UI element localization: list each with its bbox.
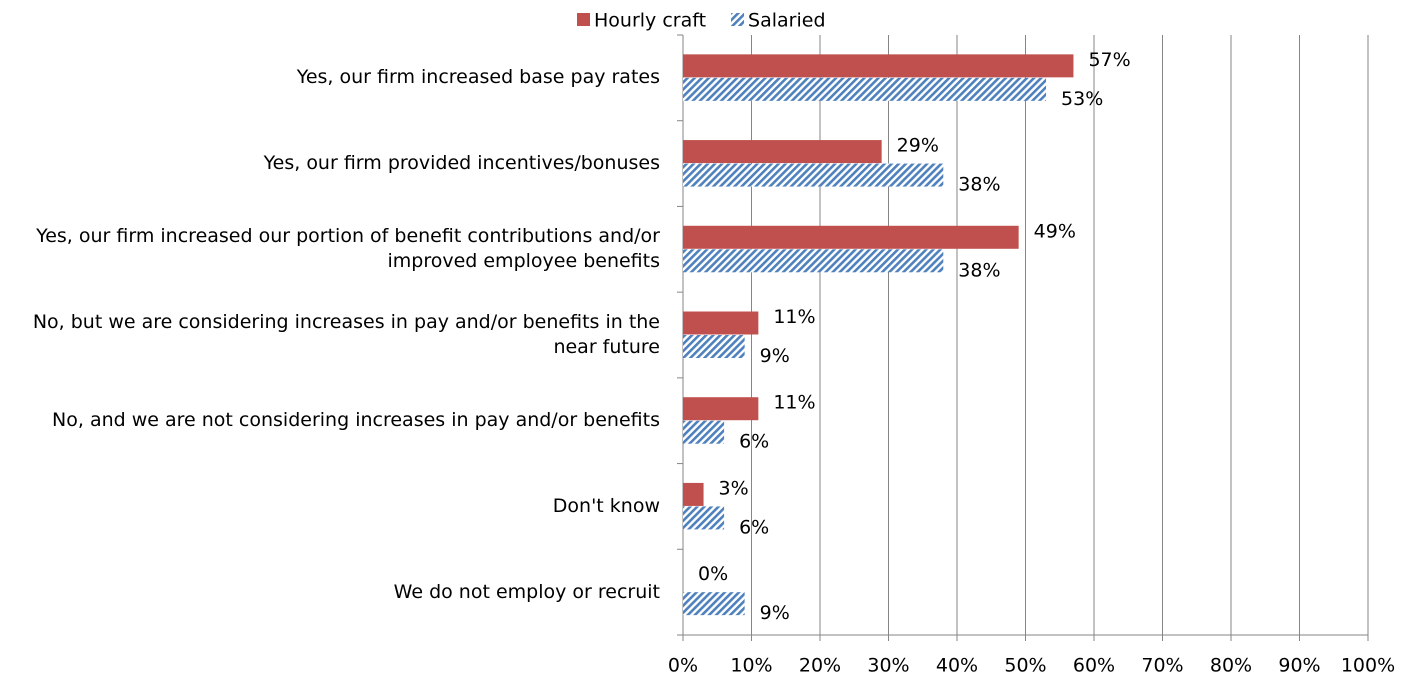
x-tick-label: 20% (799, 655, 841, 677)
x-tick-label: 0% (668, 655, 698, 677)
bar (683, 335, 745, 358)
legend-label: Salaried (748, 10, 825, 32)
data-label: 3% (719, 477, 749, 499)
x-tick-label: 30% (867, 655, 909, 677)
data-label: 6% (739, 516, 769, 538)
legend-swatch (731, 13, 745, 26)
data-label: 0% (698, 563, 728, 585)
category-label: No, but we are considering increases in … (32, 311, 660, 358)
bar (683, 249, 944, 273)
data-label: 9% (760, 345, 790, 367)
x-tick-label: 40% (936, 655, 978, 677)
x-tick-label: 70% (1141, 655, 1183, 677)
legend-label: Hourly craft (594, 10, 706, 32)
category-label: Yes, our firm provided incentives/bonuse… (263, 152, 660, 175)
data-label: 49% (1034, 220, 1076, 242)
data-label: 29% (897, 135, 939, 157)
data-label: 11% (773, 306, 815, 328)
legend-swatch (577, 13, 590, 26)
x-tick-label: 10% (730, 655, 772, 677)
bar (683, 54, 1074, 78)
bar (683, 225, 1019, 249)
x-tick-label: 50% (1004, 655, 1046, 677)
x-tick-label: 80% (1210, 655, 1252, 677)
bar (683, 482, 704, 506)
data-label: 38% (958, 259, 1000, 281)
bar (683, 140, 882, 164)
data-label: 9% (760, 602, 790, 624)
category-label: Don't know (552, 494, 660, 517)
data-label: 57% (1088, 49, 1130, 71)
data-label: 38% (958, 174, 1000, 196)
bar (683, 311, 759, 335)
bar (683, 163, 944, 187)
category-label: Yes, our firm increased our portion of b… (36, 225, 660, 273)
data-label: 53% (1061, 88, 1103, 110)
x-tick-label: 90% (1278, 655, 1320, 677)
bar (683, 592, 745, 616)
category-label: We do not employ or recruit (393, 580, 660, 603)
bar (683, 420, 725, 444)
bar (683, 397, 759, 421)
data-label: 11% (773, 392, 815, 414)
bar (683, 506, 725, 530)
data-label: 6% (739, 431, 769, 453)
x-tick-label: 100% (1341, 655, 1395, 677)
category-label: No, and we are not considering increases… (52, 409, 660, 432)
bar (683, 77, 1047, 101)
x-tick-label: 60% (1073, 655, 1115, 677)
category-label: Yes, our firm increased base pay rates (296, 66, 660, 89)
